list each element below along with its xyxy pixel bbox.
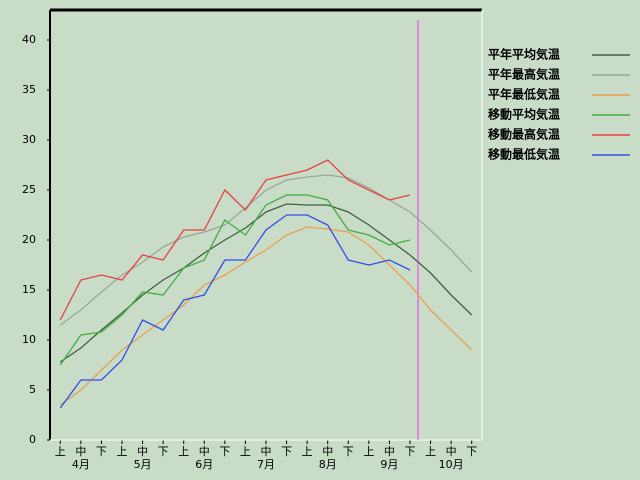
legend-label: 平年最低気温 <box>488 87 560 102</box>
y-tick-label: 35 <box>22 83 36 96</box>
series-line <box>59 194 411 366</box>
x-tick-label: 下 <box>466 445 477 458</box>
month-label: 7月 <box>257 458 275 471</box>
series-line <box>59 214 411 409</box>
legend-label: 移動平均気温 <box>488 107 560 122</box>
y-tick-label: 40 <box>22 33 36 46</box>
month-label: 8月 <box>319 458 337 471</box>
legend-label: 移動最高気温 <box>488 127 560 142</box>
x-tick-label: 下 <box>281 445 292 458</box>
x-tick-label: 上 <box>240 445 251 458</box>
y-tick-label: 20 <box>22 233 36 246</box>
y-tick-label: 15 <box>22 283 36 296</box>
x-tick-label: 中 <box>261 445 272 458</box>
month-label: 9月 <box>380 458 398 471</box>
x-tick-label: 中 <box>322 445 333 458</box>
series-line <box>59 159 411 321</box>
x-tick-label: 中 <box>199 445 210 458</box>
y-tick-label: 0 <box>29 433 36 446</box>
x-tick-label: 中 <box>75 445 86 458</box>
x-tick-label: 下 <box>405 445 416 458</box>
y-tick-label: 5 <box>29 383 36 396</box>
x-tick-label: 中 <box>137 445 148 458</box>
x-tick-label: 上 <box>117 445 128 458</box>
legend-label: 平年平均気温 <box>488 47 560 62</box>
x-tick-label: 上 <box>425 445 436 458</box>
y-tick-label: 25 <box>22 183 36 196</box>
y-tick-label: 10 <box>22 333 36 346</box>
legend-label: 平年最高気温 <box>488 67 560 82</box>
x-tick-label: 中 <box>446 445 457 458</box>
month-label: 10月 <box>439 458 464 471</box>
x-tick-label: 下 <box>96 445 107 458</box>
y-tick-label: 30 <box>22 133 36 146</box>
month-label: 6月 <box>195 458 213 471</box>
x-tick-label: 下 <box>219 445 230 458</box>
x-tick-label: 下 <box>343 445 354 458</box>
legend-label: 移動最低気温 <box>488 147 560 162</box>
x-tick-label: 上 <box>302 445 313 458</box>
x-tick-label: 中 <box>384 445 395 458</box>
x-tick-label: 上 <box>55 445 66 458</box>
month-label: 4月 <box>72 458 90 471</box>
month-label: 5月 <box>134 458 152 471</box>
x-tick-label: 上 <box>363 445 374 458</box>
series-line <box>59 226 473 406</box>
x-tick-label: 下 <box>158 445 169 458</box>
x-tick-label: 上 <box>178 445 189 458</box>
